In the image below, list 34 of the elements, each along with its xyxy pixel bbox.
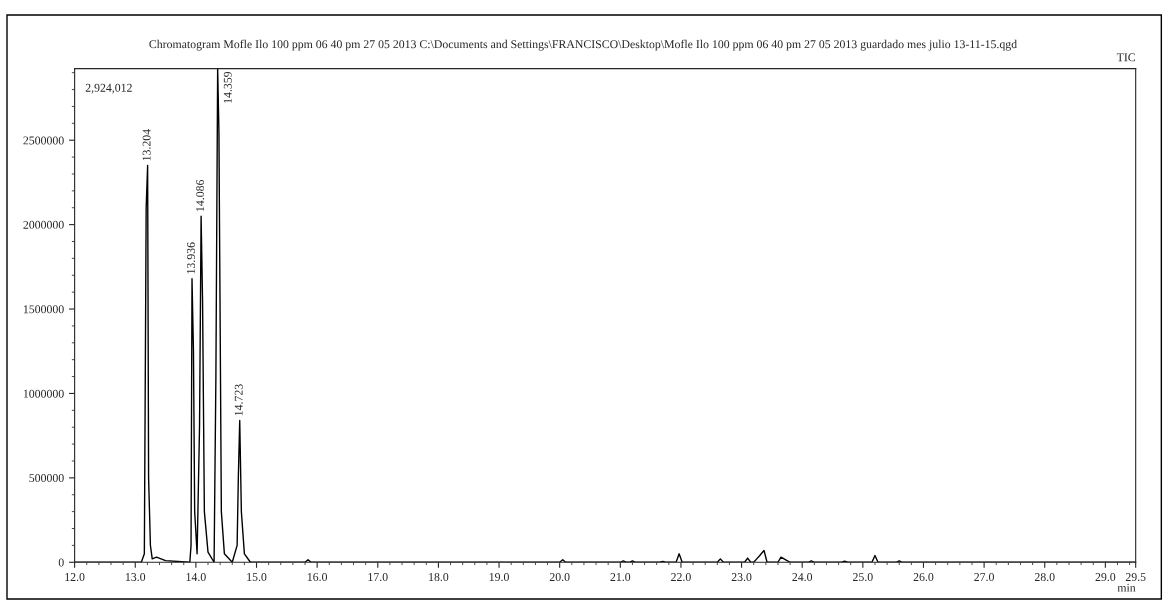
- x-tick-label: 13.0: [125, 573, 146, 582]
- y-tick-label: 1500000: [23, 305, 64, 314]
- x-tick-label: 20.0: [549, 573, 570, 582]
- x-tick-label: 29.5: [1125, 573, 1146, 582]
- annotation: 14.086: [196, 179, 205, 211]
- x-tick-label: 27.0: [974, 573, 994, 582]
- x-tick-label: 18.0: [429, 573, 449, 582]
- y-tick-label: 0: [58, 558, 64, 567]
- x-tick-label: 17.0: [368, 573, 388, 582]
- annotation: 14.723: [234, 384, 243, 416]
- x-tick-label: 15.0: [247, 573, 267, 582]
- x-tick-label: 28.0: [1034, 573, 1055, 582]
- x-tick-label: 25.0: [853, 573, 873, 582]
- y-tick-label: 2500000: [23, 136, 64, 145]
- y-tick-label: 500000: [29, 474, 64, 483]
- annotation: 13.936: [187, 242, 196, 274]
- x-tick-label: 23.0: [731, 573, 752, 582]
- x-tick-label: 19.0: [489, 573, 509, 582]
- x-tick-label: 16.0: [307, 573, 328, 582]
- annotation: 2,924,012: [85, 83, 132, 94]
- x-tick-label: 29.0: [1095, 573, 1116, 582]
- y-tick-label: 1000000: [23, 389, 64, 398]
- x-tick-label: 12.0: [65, 573, 85, 582]
- x-tick-label: 22.0: [671, 573, 691, 582]
- text: TIC: [1116, 53, 1136, 62]
- annotation: 13.204: [142, 129, 151, 161]
- x-tick-label: 26.0: [913, 573, 934, 582]
- y-tick-label: 2000000: [23, 220, 64, 229]
- x-axis-title: min: [1117, 583, 1136, 592]
- x-tick-label: 14.0: [186, 573, 206, 582]
- annotation: 14.359: [223, 71, 232, 103]
- chart-title: Chromatogram Mofle Ilo 100 ppm 06 40 pm 27 05 2013 C:\Documents and Settings\FRANCISCO\Desktop\Mofle Ilo 100 ppm 06 40 pm 27 05 2013 guardado mes julio 13-11-15.qgd: [149, 39, 1017, 51]
- x-tick-label: 24.0: [792, 573, 813, 582]
- x-tick-label: 21.0: [610, 573, 631, 582]
